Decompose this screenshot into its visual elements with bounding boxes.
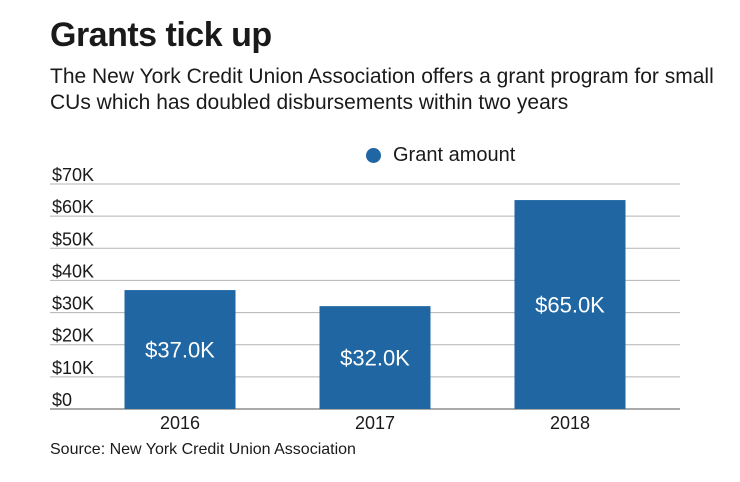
bar [514,200,626,409]
x-tick-label: 2018 [550,413,590,433]
x-tick-label: 2016 [160,413,200,433]
bars: $37.0K $32.0K $65.0K [124,200,626,409]
bar [319,306,431,409]
data-label: $37.0K [145,338,215,363]
data-label: $32.0K [340,346,410,371]
y-tick-label: $10K [52,358,94,378]
chart-title: Grants tick up [50,16,272,54]
y-tick-label: $0 [52,390,72,410]
legend: Grant amount [366,144,515,167]
data-label: $65.0K [535,293,605,318]
y-tick-label: $50K [52,229,94,249]
y-tick-label: $70K [52,165,94,185]
bar [124,290,236,409]
legend-swatch [366,148,381,163]
chart-subtitle: The New York Credit Union Association of… [50,65,714,114]
y-axis-ticks: $0 $10K $20K $30K $40K $50K $60K $70K [52,165,94,410]
y-tick-label: $20K [52,326,94,346]
x-axis-ticks: 2016 2017 2018 [160,413,590,433]
y-tick-label: $30K [52,294,94,314]
source-note: Source: New York Credit Union Associatio… [50,441,356,458]
x-tick-label: 2017 [355,413,395,433]
y-tick-label: $60K [52,197,94,217]
y-tick-label: $40K [52,261,94,281]
legend-label: Grant amount [393,144,516,166]
